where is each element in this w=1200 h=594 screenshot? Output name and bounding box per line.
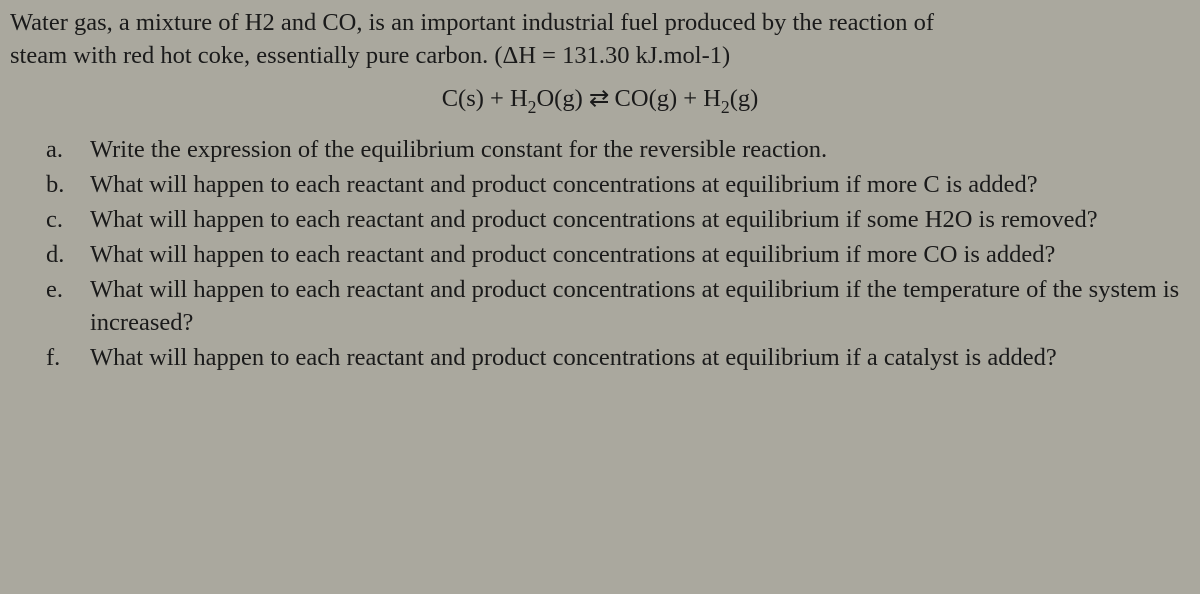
item-marker: a.	[46, 133, 90, 166]
list-item: b. What will happen to each reactant and…	[46, 168, 1190, 201]
item-body: What will happen to each reactant and pr…	[90, 168, 1190, 201]
item-marker: f.	[46, 341, 90, 374]
eq-part: (g)	[730, 85, 759, 112]
item-body: What will happen to each reactant and pr…	[90, 238, 1190, 271]
item-marker: d.	[46, 238, 90, 271]
reaction-equation: C(s) + H2O(g) ⇄ CO(g) + H2(g)	[10, 82, 1190, 119]
intro-text: Water gas, a mixture of H	[10, 9, 262, 36]
eq-arrows: ⇄	[589, 85, 609, 112]
list-item: a. Write the expression of the equilibri…	[46, 133, 1190, 166]
item-marker: e.	[46, 273, 90, 339]
eq-sub: 2	[528, 97, 537, 117]
list-item: f. What will happen to each reactant and…	[46, 341, 1190, 374]
eq-part: O(g)	[536, 85, 588, 112]
item-body: Write the expression of the equilibrium …	[90, 133, 1190, 166]
item-body: What will happen to each reactant and pr…	[90, 273, 1190, 339]
intro-text-line2: steam with red hot coke, essentially pur…	[10, 42, 730, 69]
eq-sub: 2	[721, 97, 730, 117]
item-marker: b.	[46, 168, 90, 201]
item-body: What will happen to each reactant and pr…	[90, 341, 1190, 374]
item-body: What will happen to each reactant and pr…	[90, 203, 1190, 236]
eq-part: CO(g) + H	[608, 85, 721, 112]
intro-paragraph: Water gas, a mixture of H2 and CO, is an…	[10, 6, 1190, 72]
eq-part: C(s) + H	[442, 85, 528, 112]
list-item: d. What will happen to each reactant and…	[46, 238, 1190, 271]
list-item: e. What will happen to each reactant and…	[46, 273, 1190, 339]
intro-sub-h2: 2	[262, 9, 274, 36]
item-marker: c.	[46, 203, 90, 236]
list-item: c. What will happen to each reactant and…	[46, 203, 1190, 236]
intro-text: and CO, is an important industrial fuel …	[275, 9, 934, 36]
question-list: a. Write the expression of the equilibri…	[10, 133, 1190, 374]
